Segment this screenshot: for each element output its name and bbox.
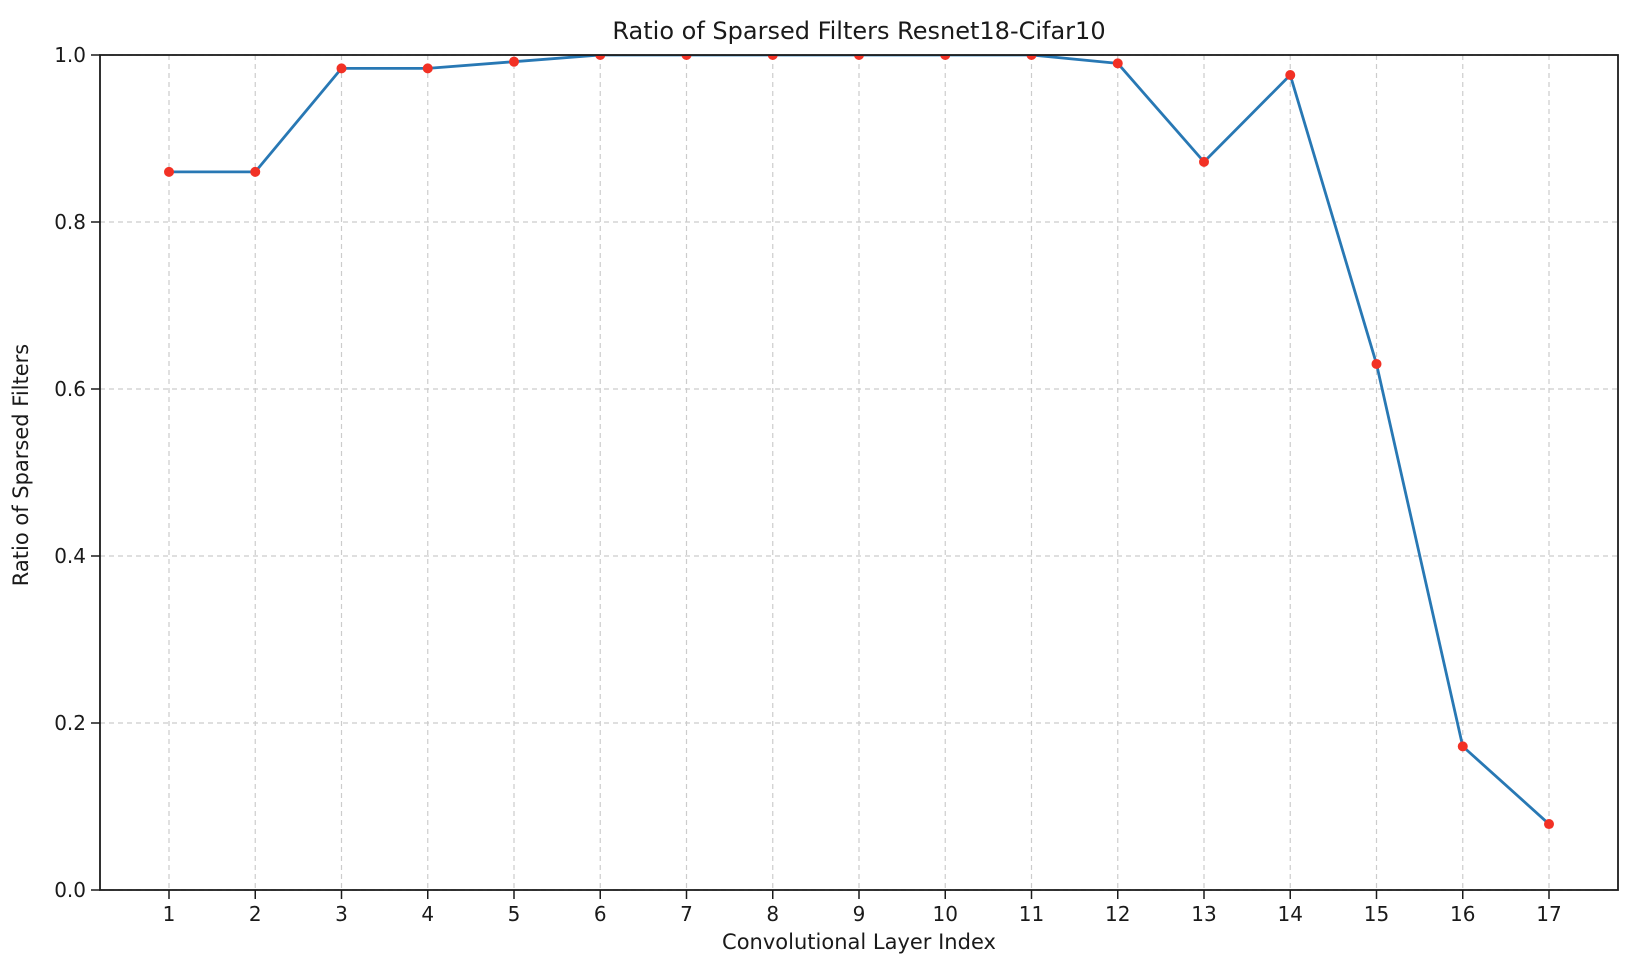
y-tick-label: 0.4 bbox=[54, 544, 86, 568]
data-point-marker bbox=[164, 166, 174, 177]
data-point-marker bbox=[1371, 358, 1382, 369]
y-axis-label: Ratio of Sparsed Filters bbox=[9, 343, 33, 587]
data-point-marker bbox=[250, 166, 261, 177]
data-point-marker bbox=[1199, 156, 1209, 167]
y-tick-label: 0.0 bbox=[54, 878, 86, 902]
x-tick-label: 17 bbox=[1536, 902, 1561, 926]
x-tick-label: 15 bbox=[1364, 902, 1389, 926]
data-series bbox=[164, 55, 1554, 830]
series-line bbox=[167, 55, 1551, 826]
x-tick-label: 16 bbox=[1450, 902, 1475, 926]
gridlines bbox=[100, 54, 1618, 891]
data-point-marker bbox=[1544, 819, 1554, 830]
x-tick-label: 5 bbox=[508, 902, 521, 926]
data-point-marker bbox=[509, 56, 519, 67]
data-point-marker bbox=[1457, 741, 1468, 752]
x-tick-label: 8 bbox=[766, 902, 779, 926]
data-point-marker bbox=[1026, 55, 1037, 60]
x-tick-label: 9 bbox=[853, 902, 866, 926]
x-tick-label: 13 bbox=[1191, 902, 1216, 926]
x-tick-label: 6 bbox=[594, 902, 607, 926]
y-tick-label: 1.0 bbox=[54, 43, 86, 67]
x-tick-label: 1 bbox=[163, 902, 176, 926]
data-point-marker bbox=[1112, 58, 1123, 69]
x-tick-label: 4 bbox=[421, 902, 434, 926]
tick-marks bbox=[91, 54, 1550, 899]
x-tick-label: 10 bbox=[933, 902, 958, 926]
x-tick-label: 14 bbox=[1278, 902, 1303, 926]
data-point-marker bbox=[422, 63, 433, 74]
data-point-marker bbox=[854, 55, 864, 60]
data-point-marker bbox=[940, 55, 951, 60]
x-tick-label: 12 bbox=[1105, 902, 1130, 926]
x-tick-label: 11 bbox=[1019, 902, 1044, 926]
y-tick-label: 0.8 bbox=[54, 210, 86, 234]
x-tick-label: 7 bbox=[680, 902, 693, 926]
data-point-marker bbox=[681, 55, 692, 60]
x-axis-label: Convolutional Layer Index bbox=[722, 930, 996, 954]
data-point-marker bbox=[595, 55, 606, 60]
x-tick-label: 3 bbox=[335, 902, 348, 926]
y-tick-label: 0.6 bbox=[54, 377, 86, 401]
data-point-marker bbox=[1285, 70, 1296, 81]
data-point-marker bbox=[336, 63, 347, 74]
tick-labels: 1 2 3 4 5 6 7 8 9 10 11 12 13 14 15 16 170.00.20.40.60.8… bbox=[54, 43, 1562, 926]
data-point-marker bbox=[767, 55, 778, 60]
chart-title: Ratio of Sparsed Filters Resnet18-Cifar1… bbox=[612, 17, 1106, 45]
x-tick-label: 2 bbox=[249, 902, 262, 926]
y-tick-label: 0.2 bbox=[54, 711, 86, 735]
